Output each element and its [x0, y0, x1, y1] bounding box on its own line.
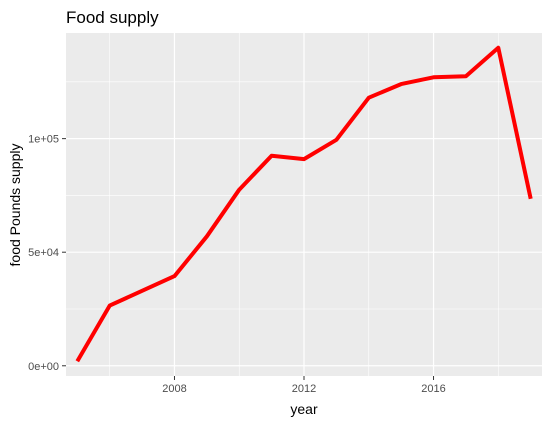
series-line — [75, 45, 533, 363]
major-gridlines — [66, 33, 542, 376]
chart-title: Food supply — [66, 8, 159, 27]
x-tick-label: 2016 — [421, 383, 445, 395]
y-tick-label: 5e+04 — [28, 247, 59, 259]
y-axis-title: food Pounds supply — [7, 144, 23, 267]
series-layer — [75, 45, 533, 363]
x-axis-title: year — [290, 401, 318, 417]
x-tick-label: 2008 — [162, 383, 186, 395]
x-tick-label: 2012 — [292, 383, 316, 395]
y-tick-label: 1e+05 — [28, 134, 59, 146]
y-tick-label: 0e+00 — [28, 361, 59, 373]
axis-ticks: 2008 2012 2016 0e+00 5e+04 1e+05 — [28, 134, 446, 395]
